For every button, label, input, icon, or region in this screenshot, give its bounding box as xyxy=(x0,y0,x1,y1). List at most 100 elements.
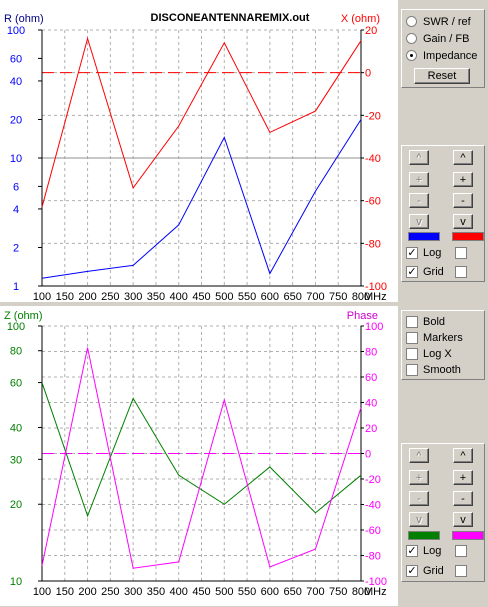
left-series-color-swatch[interactable] xyxy=(408,232,440,241)
left-zoom-in-button[interactable]: + xyxy=(409,470,429,485)
x-tick-label: 350 xyxy=(147,291,165,302)
radio-indicator[interactable] xyxy=(406,33,417,44)
x-tick-label: 300 xyxy=(124,586,142,598)
series xyxy=(41,347,362,569)
right-zoom-in-button[interactable]: + xyxy=(453,470,473,485)
series-line-right xyxy=(41,36,362,208)
series-line-right xyxy=(41,347,362,569)
x-tick-labels: 100 150 200 250 300 350 400 450 500 550 600 650 700 7… xyxy=(33,586,387,598)
bold-checkbox[interactable] xyxy=(406,315,418,328)
x-tick-label: 750 xyxy=(329,291,347,302)
grid-right-checkbox[interactable] xyxy=(455,265,467,278)
x-tick-label: 800 xyxy=(352,586,370,598)
log-left-checkbox[interactable]: ✓ xyxy=(406,246,418,259)
x-tick-label: 650 xyxy=(283,586,301,598)
radio-label: Gain / FB xyxy=(423,32,470,45)
x-tick-label: 550 xyxy=(238,586,256,598)
left-scroll-down-button[interactable]: v xyxy=(409,214,429,229)
x-tick-label: 100 xyxy=(33,291,51,302)
smooth-checkbox-row[interactable]: Smooth xyxy=(406,362,461,377)
options-panel: Bold Markers Log X Smooth xyxy=(401,310,485,380)
smooth-checkbox[interactable] xyxy=(406,363,418,376)
log-right-checkbox[interactable] xyxy=(455,246,467,259)
right-scroll-up-button[interactable]: ^ xyxy=(453,448,473,463)
plot-impedance-phase[interactable]: Z (ohm) Phase 100 80 60 40 30 20 10 100 80 60 40 2… xyxy=(0,306,398,606)
smooth-label: Smooth xyxy=(423,363,461,376)
left-tick-label: 6 xyxy=(13,181,19,193)
left-tick-label: 30 xyxy=(10,454,22,466)
x-tick-label: 450 xyxy=(192,586,210,598)
markers-checkbox-row[interactable]: Markers xyxy=(406,330,463,345)
left-tick-label: 20 xyxy=(10,499,22,511)
right-scroll-up-button[interactable]: ^ xyxy=(453,150,473,165)
logx-label: Log X xyxy=(423,347,452,360)
left-tick-label: 40 xyxy=(10,422,22,434)
left-series-color-swatch[interactable] xyxy=(408,531,440,540)
radio-impedance[interactable]: Impedance xyxy=(406,48,477,63)
log-checkbox-row[interactable]: ✓ Log xyxy=(406,543,472,558)
radio-indicator[interactable] xyxy=(406,16,417,27)
bottom-axis-panel: ^ ^ + + - - v v ✓ Log ✓ Grid xyxy=(401,443,485,582)
top-axis-panel: ^ ^ + + - - v v ✓ Log ✓ Grid xyxy=(401,145,485,282)
mode-panel: SWR / ref Gain / FB Impedance Reset xyxy=(401,9,485,88)
right-zoom-in-button[interactable]: + xyxy=(453,172,473,187)
right-scroll-down-button[interactable]: v xyxy=(453,214,473,229)
left-axis-label: R (ohm) xyxy=(4,13,44,25)
log-right-checkbox[interactable] xyxy=(455,544,467,557)
right-tick-label: -20 xyxy=(365,474,381,486)
right-series-color-swatch[interactable] xyxy=(452,232,484,241)
grid xyxy=(41,325,362,582)
right-tick-label: 100 xyxy=(365,321,383,333)
x-tick-label: 600 xyxy=(261,586,279,598)
right-series-color-swatch[interactable] xyxy=(452,531,484,540)
radio-swr-ref[interactable]: SWR / ref xyxy=(406,14,471,29)
x-tick-label: 300 xyxy=(124,291,142,302)
right-zoom-out-button[interactable]: - xyxy=(453,193,473,208)
grid-label: Grid xyxy=(423,265,444,278)
left-scroll-up-button[interactable]: ^ xyxy=(409,150,429,165)
right-tick-labels: 100 80 60 40 20 0 -20 -40 -60 -80 -100 xyxy=(361,321,387,588)
radio-gain-fb[interactable]: Gain / FB xyxy=(406,31,469,46)
plot-resistance-reactance[interactable]: R (ohm) X (ohm) DISCONEANTENNAREMIX.out … xyxy=(0,0,398,302)
log-checkbox-row[interactable]: ✓ Log xyxy=(406,245,472,260)
grid-right-checkbox[interactable] xyxy=(455,564,467,577)
log-left-checkbox[interactable]: ✓ xyxy=(406,544,418,557)
log-label: Log xyxy=(423,246,442,259)
right-axis-label: Phase xyxy=(347,310,378,322)
left-scroll-up-button[interactable]: ^ xyxy=(409,448,429,463)
left-zoom-out-button[interactable]: - xyxy=(409,491,429,506)
left-zoom-in-button[interactable]: + xyxy=(409,172,429,187)
grid-left-checkbox[interactable]: ✓ xyxy=(406,265,418,278)
right-zoom-out-button[interactable]: - xyxy=(453,491,473,506)
left-tick-label: 60 xyxy=(10,378,22,390)
log-label: Log xyxy=(423,544,442,557)
x-tick-label: 550 xyxy=(238,291,256,302)
reset-button[interactable]: Reset xyxy=(414,68,470,84)
logx-checkbox-row[interactable]: Log X xyxy=(406,346,452,361)
left-zoom-out-button[interactable]: - xyxy=(409,193,429,208)
left-tick-label: 10 xyxy=(10,153,22,165)
left-tick-label: 40 xyxy=(10,76,22,88)
x-tick-label: 450 xyxy=(192,291,210,302)
right-tick-label: -100 xyxy=(365,576,387,588)
x-tick-label: 750 xyxy=(329,586,347,598)
x-tick-label: 250 xyxy=(101,586,119,598)
markers-checkbox[interactable] xyxy=(406,331,418,344)
file-title: DISCONEANTENNAREMIX.out xyxy=(151,12,310,24)
bold-checkbox-row[interactable]: Bold xyxy=(406,314,445,329)
right-tick-label: -80 xyxy=(365,238,381,250)
markers-label: Markers xyxy=(423,331,463,344)
left-scroll-down-button[interactable]: v xyxy=(409,512,429,527)
radio-label: SWR / ref xyxy=(423,15,471,28)
x-tick-label: 500 xyxy=(215,291,233,302)
radio-indicator[interactable] xyxy=(406,50,417,61)
chart-bottom-svg: Z (ohm) Phase 100 80 60 40 30 20 10 100 80 60 40 2… xyxy=(4,310,387,598)
logx-checkbox[interactable] xyxy=(406,347,418,360)
grid-checkbox-row[interactable]: ✓ Grid xyxy=(406,264,472,279)
right-tick-label: 40 xyxy=(365,398,377,410)
right-tick-label: -80 xyxy=(365,551,381,563)
left-tick-label: 20 xyxy=(10,114,22,126)
right-scroll-down-button[interactable]: v xyxy=(453,512,473,527)
grid-checkbox-row[interactable]: ✓ Grid xyxy=(406,563,472,578)
grid-left-checkbox[interactable]: ✓ xyxy=(406,564,418,577)
